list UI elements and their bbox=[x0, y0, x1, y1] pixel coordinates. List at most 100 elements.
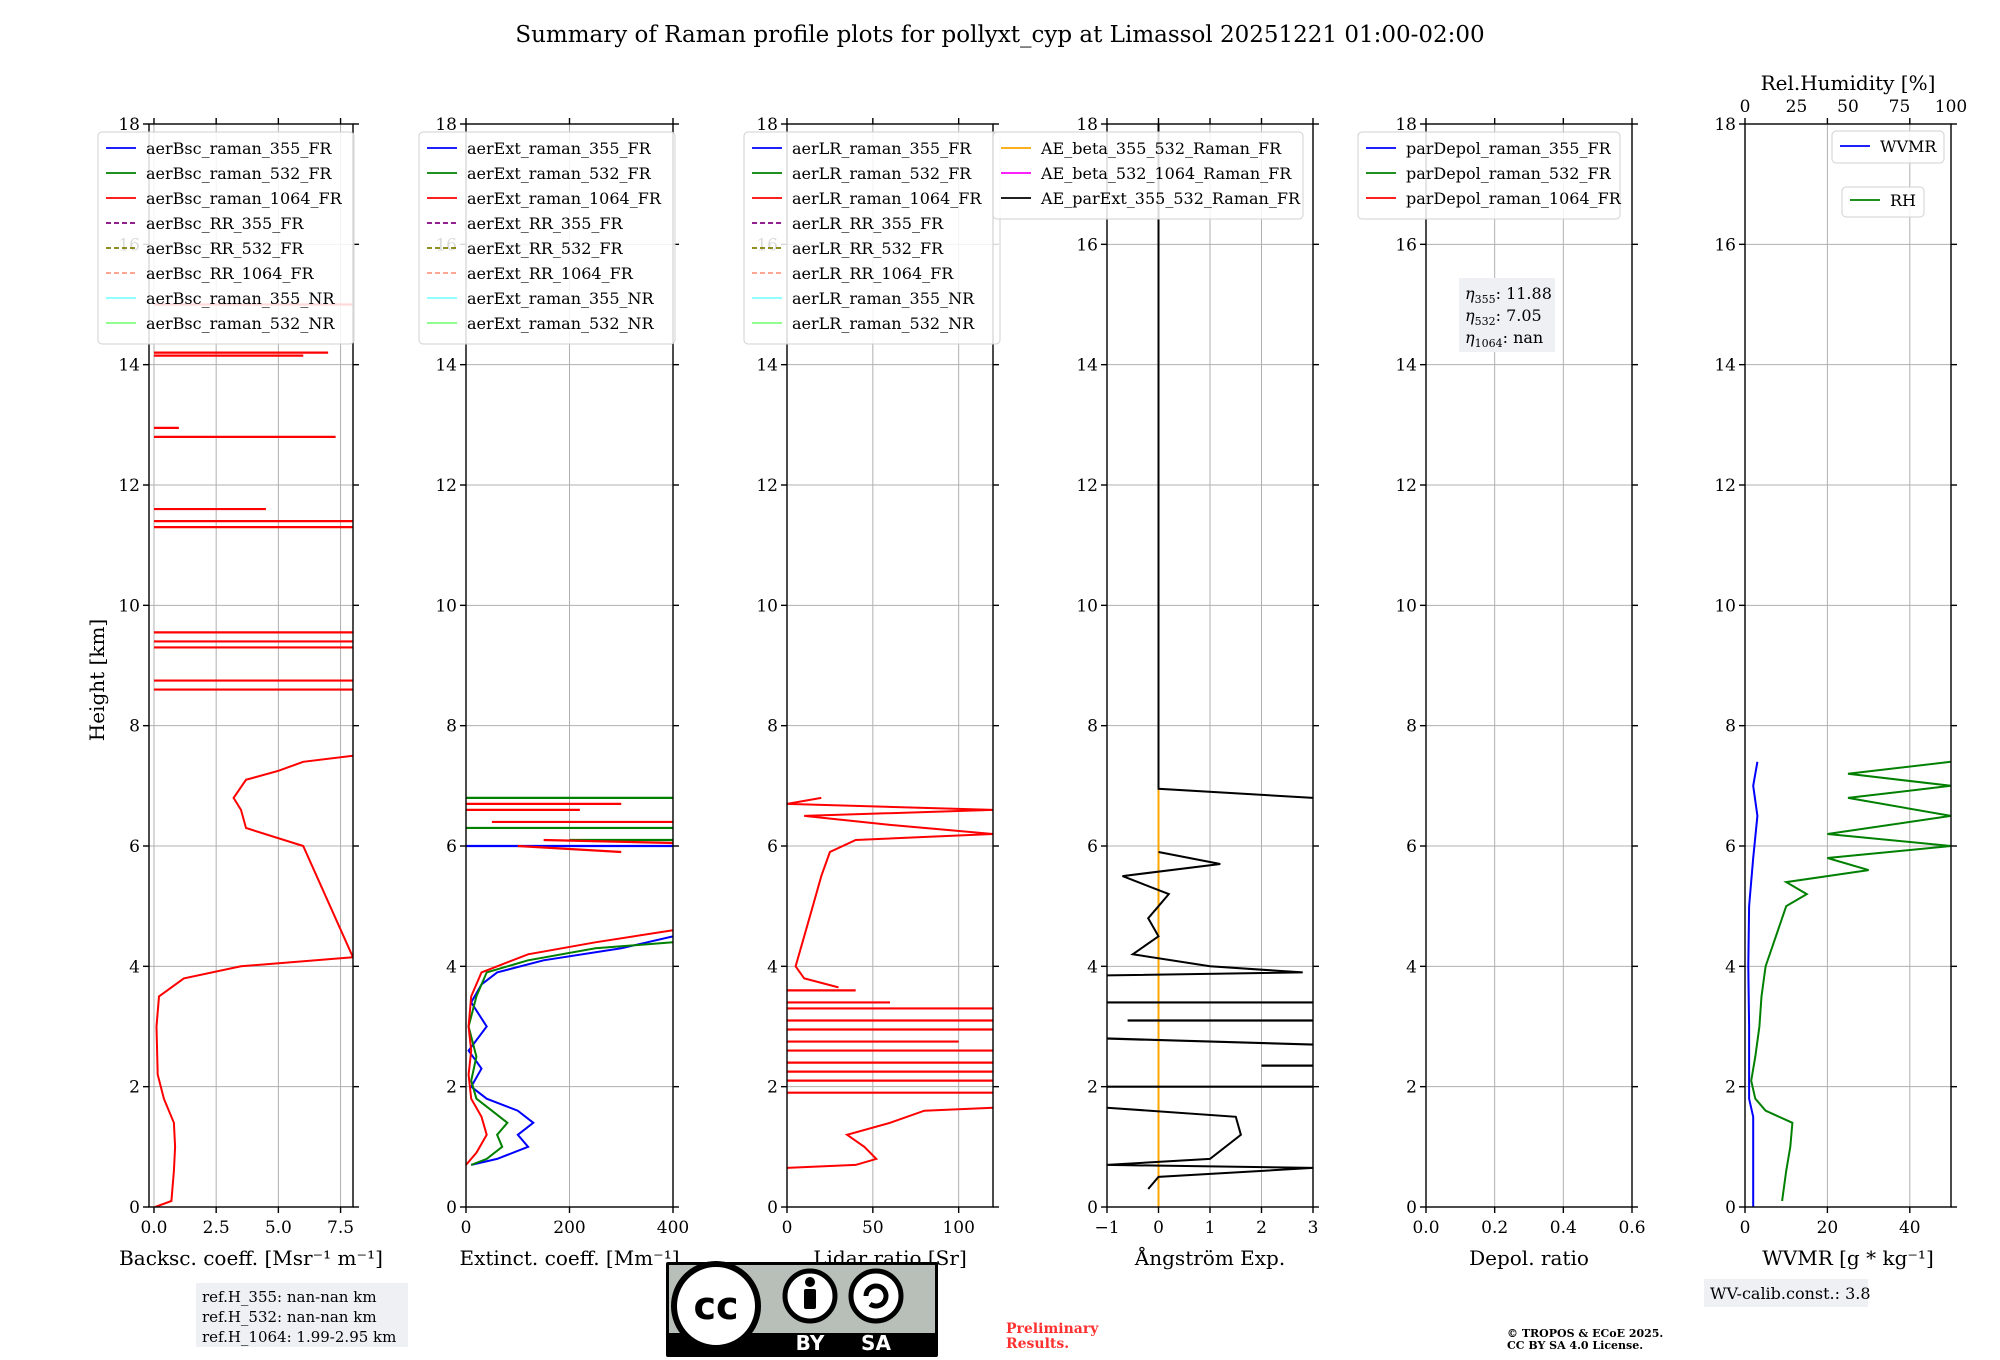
top-tick-label: 0 bbox=[1740, 97, 1751, 117]
y-tick-label: 14 bbox=[118, 356, 140, 376]
top-tick-label: 75 bbox=[1889, 97, 1911, 117]
axes-frame bbox=[1425, 123, 1633, 1208]
cc-icon bbox=[671, 1261, 761, 1351]
panel-dep: 0 2 4 6 8 10 12 14 16 18 0.0 0.2 0.4 0.6 Depol. ratio p… bbox=[1357, 115, 1646, 1270]
by-label: BY bbox=[796, 1331, 825, 1355]
series-aerLR_raman_1064_FR bbox=[787, 1106, 993, 1169]
legend-label: WVMR bbox=[1880, 137, 1937, 156]
y-tick-label: 18 bbox=[435, 115, 457, 135]
axes-frame bbox=[1744, 123, 1952, 1208]
eta-box bbox=[1459, 278, 1555, 352]
legend-label: aerLR_raman_532_FR bbox=[792, 164, 972, 183]
series-WVMR bbox=[1747, 761, 1759, 1207]
y-tick-label: 0 bbox=[1725, 1198, 1736, 1218]
y-tick-label: 4 bbox=[767, 957, 778, 977]
y-tick-label: 0 bbox=[129, 1198, 140, 1218]
series-aerLR_raman_1064_FR_up bbox=[787, 796, 993, 989]
top-tick-label: 100 bbox=[1935, 97, 1967, 117]
x-tick-label: 0.0 bbox=[1412, 1218, 1439, 1238]
legend-label: aerBsc_raman_1064_FR bbox=[146, 189, 343, 208]
eta-value: η355: 11.88 bbox=[1465, 284, 1552, 306]
legend-label: aerLR_RR_1064_FR bbox=[792, 264, 954, 283]
legend-box-rh bbox=[1841, 186, 1925, 218]
legend-label: aerExt_RR_355_FR bbox=[467, 214, 624, 233]
cc-icon-text: cc bbox=[693, 1284, 738, 1328]
legend-label: aerBsc_RR_355_FR bbox=[146, 214, 304, 233]
series-group bbox=[1747, 760, 1951, 1207]
legend-label: aerLR_RR_355_FR bbox=[792, 214, 944, 233]
y-tick-label: 8 bbox=[1087, 717, 1098, 737]
text-line: ref.H_1064: 1.99-2.95 km bbox=[202, 1328, 396, 1346]
legend-label: parDepol_raman_1064_FR bbox=[1406, 189, 1622, 208]
y-tick-label: 14 bbox=[1395, 356, 1417, 376]
x-tick-label: 1 bbox=[1205, 1218, 1216, 1238]
series-group bbox=[787, 796, 993, 1169]
series-aerExt_raman_1064_FR_hi-segment bbox=[543, 838, 673, 845]
x-axis-label: Extinct. coeff. [Mm⁻¹] bbox=[459, 1246, 679, 1270]
y-tick-label: 4 bbox=[129, 957, 140, 977]
y-tick-label: 14 bbox=[756, 356, 778, 376]
legend-label: aerExt_RR_532_FR bbox=[467, 239, 624, 258]
legend-label: AE_beta_355_532_Raman_FR bbox=[1040, 139, 1282, 158]
x-tick-label: 3 bbox=[1308, 1218, 1319, 1238]
y-axis-label: Height [km] bbox=[85, 619, 109, 741]
y-tick-label: 2 bbox=[446, 1078, 457, 1098]
y-tick-label: 2 bbox=[767, 1078, 778, 1098]
legend-box bbox=[418, 131, 676, 345]
y-tick-label: 0 bbox=[1406, 1198, 1417, 1218]
panel-ext: 0246810121416180200400Extinct. coeff. [M… bbox=[418, 115, 689, 1270]
legend-label: aerExt_raman_355_NR bbox=[467, 289, 655, 308]
legend-label: aerBsc_raman_355_NR bbox=[146, 289, 335, 308]
series-group bbox=[153, 303, 353, 1207]
legend-box-wvmr bbox=[1831, 130, 1945, 164]
x-tick-label: −1 bbox=[1094, 1218, 1119, 1238]
y-tick-label: 0 bbox=[1087, 1198, 1098, 1218]
y-tick-label: 8 bbox=[129, 717, 140, 737]
y-tick-label: 16 bbox=[1395, 235, 1417, 255]
legend-label: aerBsc_raman_532_NR bbox=[146, 314, 335, 333]
y-tick-label: 8 bbox=[446, 717, 457, 737]
legend-label: parDepol_raman_532_FR bbox=[1406, 164, 1612, 183]
y-tick-label: 18 bbox=[1076, 115, 1098, 135]
ref-height-box: ref.H_355: nan-nan km ref.H_532: nan-nan … bbox=[196, 1283, 408, 1347]
y-tick-label: 2 bbox=[1725, 1078, 1736, 1098]
axes-frame bbox=[786, 123, 994, 1208]
y-tick-label: 18 bbox=[1714, 115, 1736, 135]
ref-height-text: ref.H_355: nan-nan km ref.H_532: nan-nan … bbox=[202, 1288, 396, 1346]
x-tick-label: 0.2 bbox=[1481, 1218, 1508, 1238]
y-tick-label: 2 bbox=[1406, 1078, 1417, 1098]
top-axis-label: Rel.Humidity [%] bbox=[1761, 71, 1936, 95]
y-tick-label: 0 bbox=[446, 1198, 457, 1218]
text-line: Preliminary bbox=[1006, 1321, 1099, 1337]
y-tick-label: 10 bbox=[756, 596, 778, 616]
y-tick-label: 4 bbox=[1087, 957, 1098, 977]
y-tick-label: 6 bbox=[446, 837, 457, 857]
legend-label: aerExt_RR_1064_FR bbox=[467, 264, 634, 283]
x-tick-label: 100 bbox=[942, 1218, 974, 1238]
eta-number: : 11.88 bbox=[1496, 284, 1552, 303]
eta-subscript: 1064 bbox=[1475, 337, 1503, 350]
x-tick-label: 2 bbox=[1256, 1218, 1267, 1238]
eta-symbol: η bbox=[1465, 284, 1475, 303]
series-AE_parExt_355_532_Raman_FR bbox=[1107, 1106, 1313, 1190]
legend-label: aerLR_RR_532_FR bbox=[792, 239, 944, 258]
x-axis-label: Depol. ratio bbox=[1469, 1246, 1589, 1270]
panel-lr: 024681012141618050100Lidar ratio [Sr]aer… bbox=[743, 115, 1001, 1270]
y-tick-label: 6 bbox=[1087, 837, 1098, 857]
series-aerExt_raman_1064_FR bbox=[466, 929, 673, 1166]
series-AE_parExt_355_532_Raman_FR_mid-segment bbox=[1107, 1037, 1313, 1046]
eta-number: : 7.05 bbox=[1496, 306, 1542, 325]
x-tick-label: 2.5 bbox=[203, 1218, 230, 1238]
y-tick-label: 4 bbox=[446, 957, 457, 977]
cc-license-badge[interactable]: cc BY SA bbox=[666, 1261, 938, 1357]
y-tick-label: 8 bbox=[767, 717, 778, 737]
legend-label: AE_parExt_355_532_Raman_FR bbox=[1040, 189, 1301, 208]
x-tick-label: 0.4 bbox=[1550, 1218, 1577, 1238]
series-aerExt_raman_1064_FR_hi-segment bbox=[517, 844, 622, 854]
legend-label: aerBsc_raman_532_FR bbox=[146, 164, 332, 183]
y-tick-label: 10 bbox=[1076, 596, 1098, 616]
series-RH bbox=[1750, 760, 1951, 1202]
eta-value: η532: 7.05 bbox=[1465, 306, 1542, 328]
y-tick-label: 6 bbox=[129, 837, 140, 857]
